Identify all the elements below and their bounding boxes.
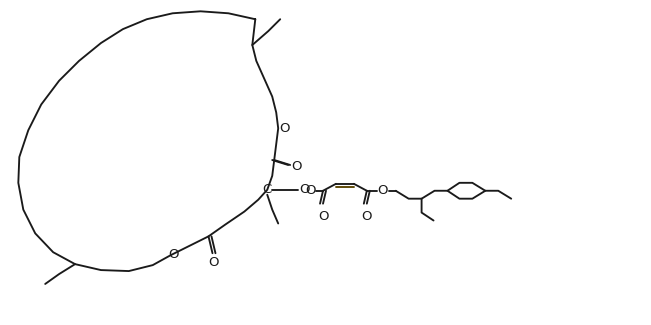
- Text: O: O: [299, 183, 309, 196]
- Text: O: O: [305, 184, 315, 197]
- Text: O: O: [279, 122, 290, 135]
- Text: O: O: [378, 184, 388, 197]
- Text: O: O: [361, 210, 372, 223]
- Text: O: O: [208, 256, 219, 269]
- Text: C: C: [262, 183, 272, 196]
- Text: O: O: [169, 248, 179, 261]
- Text: O: O: [318, 210, 328, 223]
- Text: O: O: [291, 161, 301, 174]
